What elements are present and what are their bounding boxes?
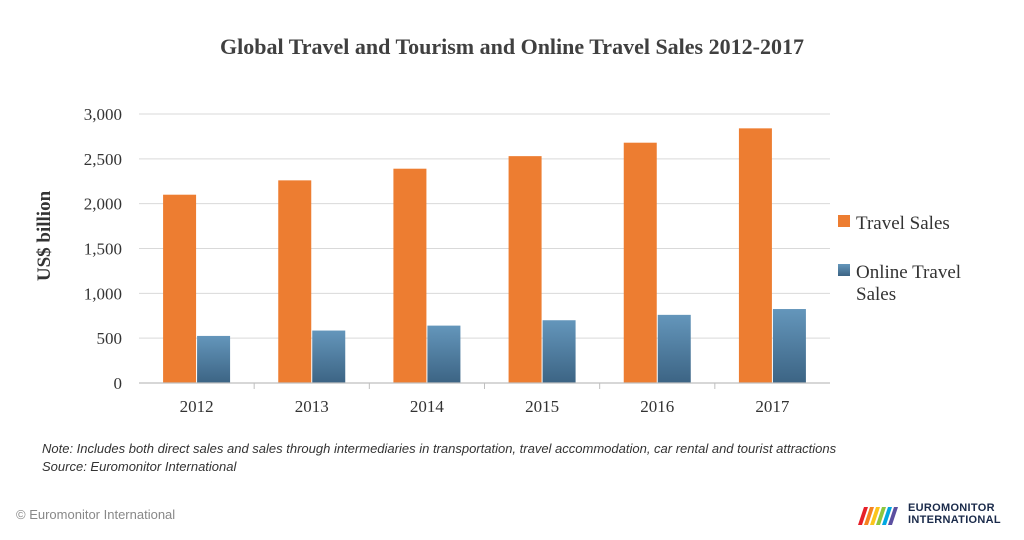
bar-travel-sales — [623, 142, 657, 383]
bar-travel-sales — [508, 156, 542, 383]
bar-travel-sales — [393, 168, 427, 383]
chart-title: Global Travel and Tourism and Online Tra… — [220, 34, 804, 59]
legend-swatch-online-travel-sales — [838, 264, 850, 276]
rainbow-stripes-icon — [858, 507, 898, 525]
y-tick-labels: 0 500 1,000 1,500 2,000 2,500 3,000 — [84, 105, 122, 393]
x-tick-label: 2012 — [180, 397, 214, 416]
y-tick-label: 2,500 — [84, 150, 122, 169]
x-tick-labels: 2012 2013 2014 2015 2016 2017 — [180, 397, 790, 416]
y-tick-label: 500 — [97, 329, 123, 348]
bar-online-travel-sales — [542, 320, 576, 383]
gridlines — [139, 113, 830, 339]
bars — [163, 128, 806, 383]
brand-line1: EUROMONITOR — [908, 502, 995, 514]
bar-online-travel-sales — [197, 335, 231, 383]
legend-swatch-travel-sales — [838, 215, 850, 227]
brand-line2: INTERNATIONAL — [908, 514, 1001, 526]
x-tick-label: 2015 — [525, 397, 559, 416]
bar-online-travel-sales — [312, 330, 346, 383]
note-text: Note: Includes both direct sales and sal… — [42, 441, 837, 456]
bar-travel-sales — [278, 180, 312, 383]
y-tick-label: 1,500 — [84, 240, 122, 259]
x-tick-label: 2017 — [755, 397, 790, 416]
euromonitor-logo: EUROMONITOR INTERNATIONAL — [856, 500, 1006, 530]
y-tick-label: 0 — [114, 374, 123, 393]
copyright-text: © Euromonitor International — [16, 507, 176, 522]
y-axis-label: US$ billion — [34, 190, 55, 281]
bar-online-travel-sales — [427, 325, 461, 383]
y-tick-label: 2,000 — [84, 195, 122, 214]
bar-online-travel-sales — [657, 314, 691, 383]
x-tick-label: 2014 — [410, 397, 445, 416]
bar-online-travel-sales — [772, 309, 806, 383]
legend-label-online-travel-sales-line2: Sales — [856, 284, 896, 305]
legend: Travel Sales Online Travel Sales — [838, 213, 961, 305]
bar-travel-sales — [738, 128, 772, 383]
legend-label-travel-sales: Travel Sales — [856, 213, 950, 234]
x-tick-label: 2016 — [640, 397, 674, 416]
legend-label-online-travel-sales-line1: Online Travel — [856, 262, 961, 283]
y-tick-label: 3,000 — [84, 105, 122, 124]
x-tick-label: 2013 — [295, 397, 329, 416]
chart-note: Note: Includes both direct sales and sal… — [42, 440, 992, 476]
bar-travel-sales — [163, 194, 197, 383]
source-text: Source: Euromonitor International — [42, 459, 237, 474]
x-axis — [139, 382, 830, 389]
y-tick-label: 1,000 — [84, 284, 122, 303]
brand-name: EUROMONITOR INTERNATIONAL — [908, 502, 1001, 526]
